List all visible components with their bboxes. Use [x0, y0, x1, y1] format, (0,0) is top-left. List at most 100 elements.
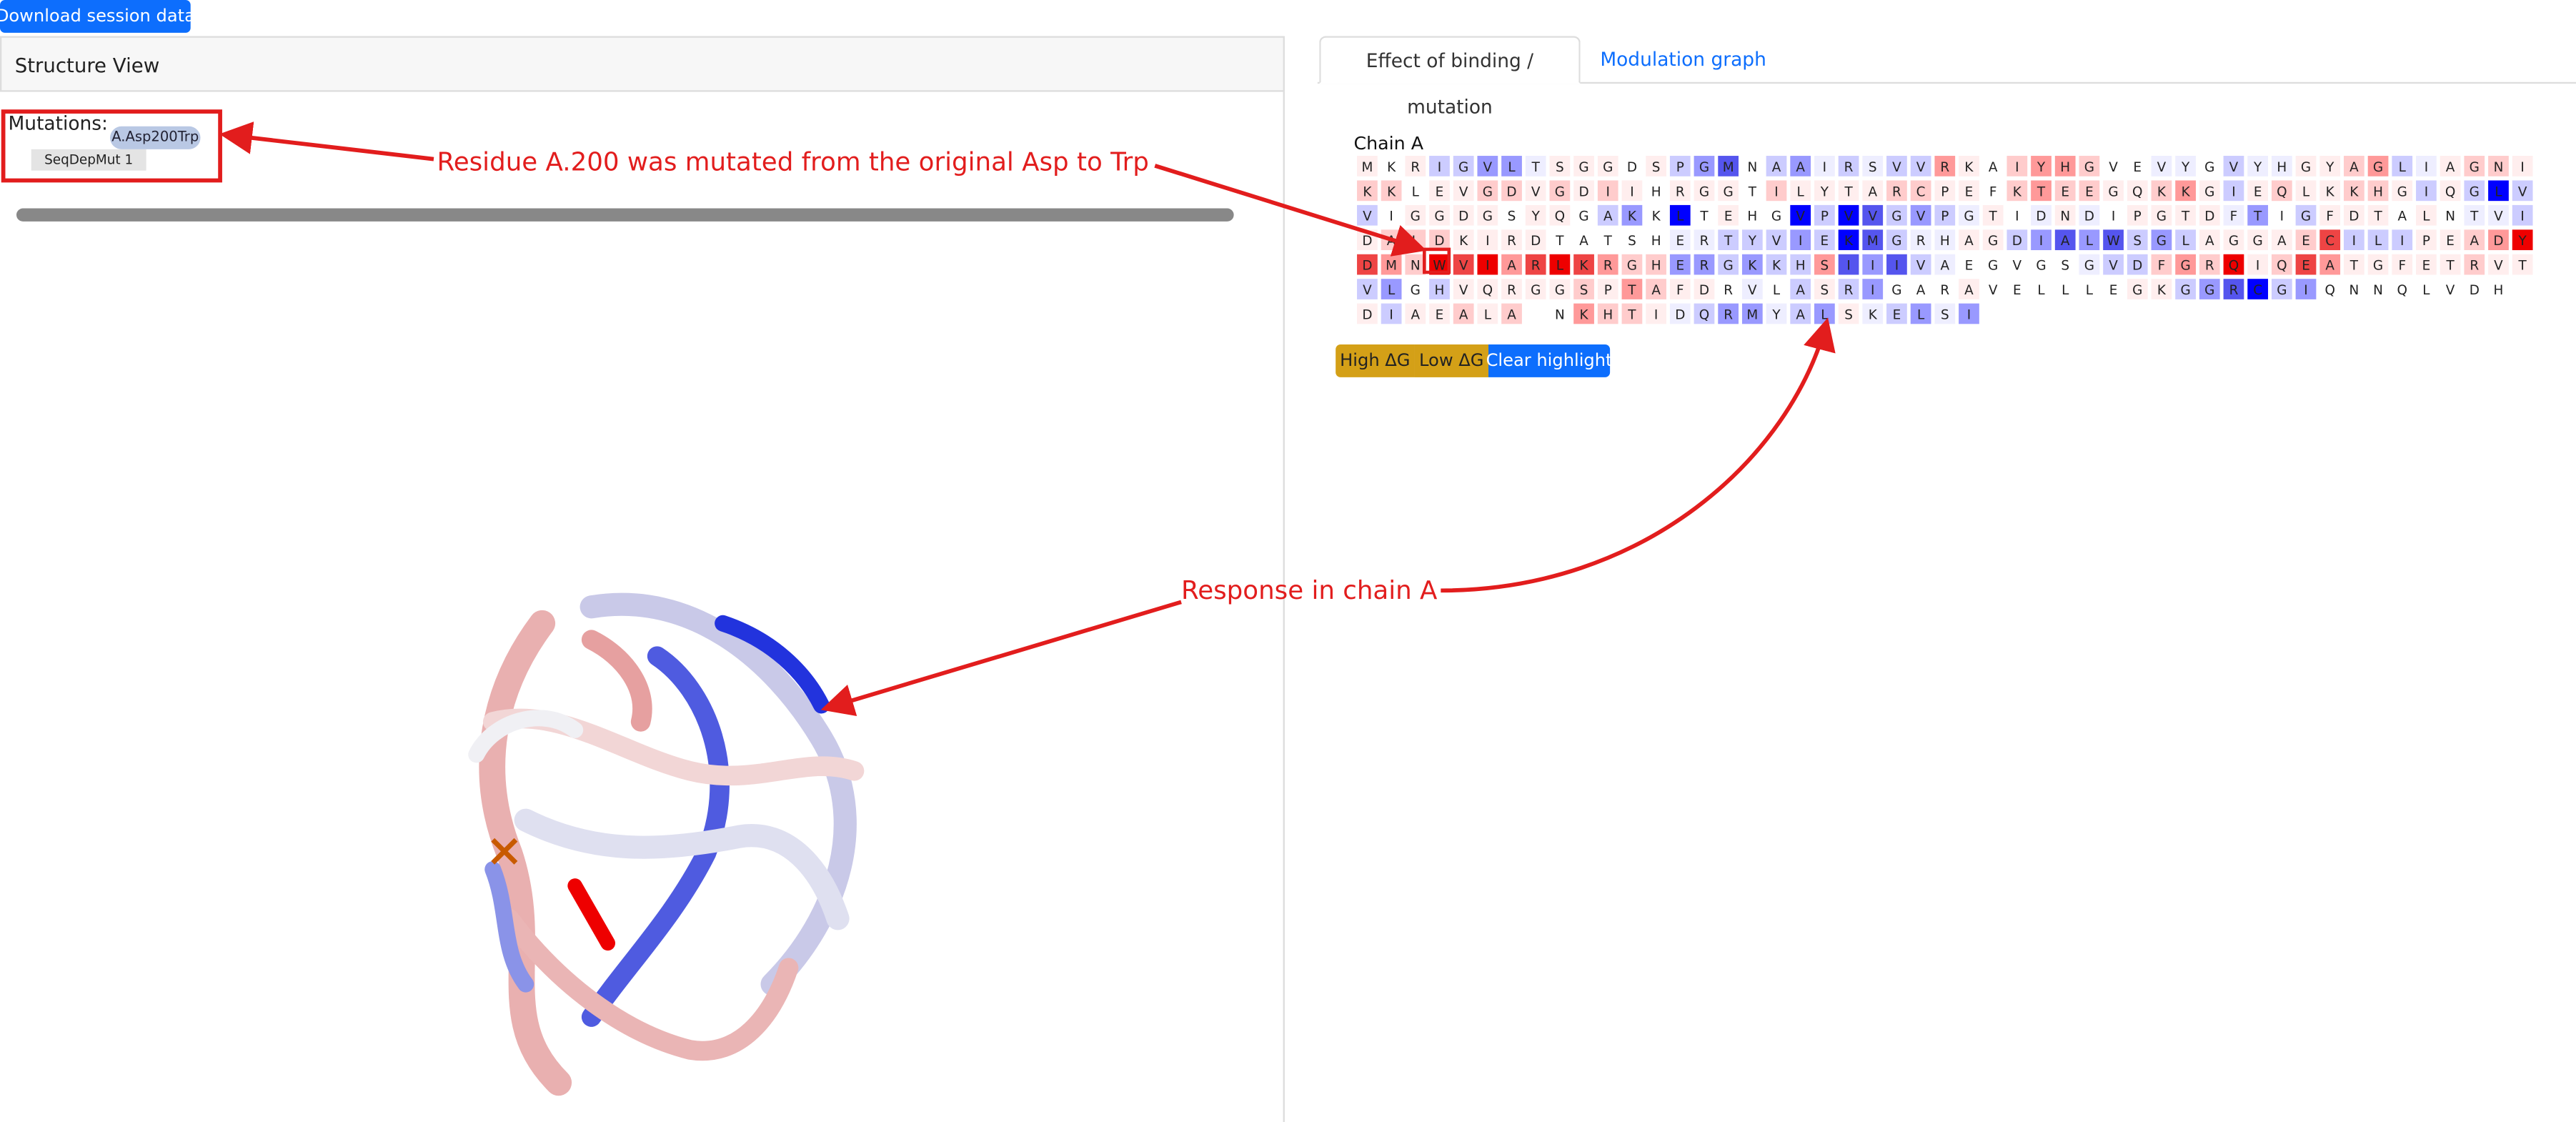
- residue-cell: [1982, 156, 2004, 177]
- residue-cell: [1934, 303, 1956, 324]
- residue-cell: [1573, 229, 1594, 251]
- residue-cell: [2127, 156, 2148, 177]
- residue-cell: [2223, 229, 2244, 251]
- residue-cell: [1814, 279, 1835, 299]
- residue-cell: [1453, 303, 1474, 324]
- residue-cell: [1910, 303, 1931, 324]
- residue-label: G: [1891, 234, 1901, 249]
- residue-label: P: [1676, 160, 1684, 175]
- tab[interactable]: Modulation graph: [1600, 47, 1766, 71]
- residue-cell: [2488, 156, 2509, 177]
- residue-label: T: [1748, 184, 1757, 199]
- residue-cell: [2392, 229, 2413, 251]
- residue-label: I: [2400, 234, 2404, 249]
- residue-cell: [2223, 204, 2244, 226]
- residue-cell: [1549, 279, 1571, 299]
- residue-label: I: [2015, 209, 2019, 224]
- residue-label: M: [1746, 307, 1758, 322]
- residue-label: A: [2205, 234, 2214, 249]
- residue-label: K: [1580, 259, 1589, 274]
- residue-label: G: [2301, 160, 2311, 175]
- residue-cell: [2512, 204, 2533, 226]
- residue-cell: [2175, 254, 2196, 275]
- residue-cell: [2175, 229, 2196, 251]
- residue-cell: [2512, 229, 2533, 251]
- residue-cell: [1862, 229, 1884, 251]
- residue-cell: [1959, 254, 1979, 275]
- residue-cell: [1573, 204, 1594, 226]
- residue-cell: [2031, 204, 2052, 226]
- residue-cell: [1886, 229, 1907, 251]
- residue-cell: [2319, 204, 2341, 226]
- residue-cell: [1718, 303, 1739, 324]
- residue-label: Y: [1531, 209, 1541, 224]
- h-scrollbar[interactable]: [16, 208, 1234, 222]
- residue-label: T: [1627, 283, 1636, 298]
- panel-header: Structure View: [0, 36, 1285, 92]
- residue-label: D: [1531, 234, 1541, 249]
- residue-label: L: [1821, 307, 1829, 322]
- residue-label: V: [1844, 209, 1854, 224]
- residue-label: Q: [2397, 283, 2407, 298]
- residue-label: V: [1483, 160, 1493, 175]
- residue-cell: [1381, 279, 1402, 299]
- residue-cell: [1910, 279, 1931, 299]
- residue-cell: [2512, 254, 2533, 275]
- residue-cell: [1646, 279, 1666, 299]
- residue-label: A: [2325, 259, 2334, 274]
- residue-label: S: [1556, 160, 1564, 175]
- residue-label: A: [1796, 160, 1805, 175]
- residue-cell: [2079, 229, 2100, 251]
- residue-cell: [2392, 156, 2413, 177]
- residue-cell: [1886, 279, 1907, 299]
- residue-cell: [1501, 180, 1522, 202]
- residue-cell: [1453, 204, 1474, 226]
- residue-cell: [1477, 156, 1498, 177]
- residue-cell: [1694, 254, 1715, 275]
- residue-label: T: [2470, 209, 2479, 224]
- residue-label: R: [1844, 160, 1854, 175]
- residue-cell: [1453, 180, 1474, 202]
- residue-cell: [2367, 279, 2389, 299]
- tab-active[interactable]: Effect of binding / mutation: [1319, 36, 1581, 118]
- residue-cell: [1766, 204, 1787, 226]
- residue-label: E: [2422, 259, 2431, 274]
- residue-cell: [2440, 204, 2461, 226]
- residue-cell: [1862, 279, 1884, 299]
- residue-label: T: [2373, 209, 2382, 224]
- residue-cell: [1718, 229, 1739, 251]
- residue-label: T: [2181, 209, 2190, 224]
- residue-label: K: [2349, 184, 2359, 199]
- residue-label: S: [1821, 283, 1829, 298]
- residue-label: V: [1531, 184, 1541, 199]
- residue-label: I: [2015, 160, 2019, 175]
- residue-cell: [1453, 254, 1474, 275]
- residue-label: R: [1676, 184, 1685, 199]
- residue-label: G: [2132, 283, 2142, 298]
- residue-cell: [2054, 180, 2076, 202]
- residue-cell: [2512, 180, 2533, 202]
- residue-label: V: [2013, 259, 2022, 274]
- residue-cell: [2295, 254, 2317, 275]
- residue-cell: [1790, 156, 1811, 177]
- residue-cell: [1862, 303, 1884, 324]
- residue-cell: [1982, 279, 2004, 299]
- residue-cell: [2006, 279, 2028, 299]
- residue-cell: [1549, 204, 1571, 226]
- residue-label: P: [2134, 209, 2142, 224]
- residue-label: G: [1891, 209, 1901, 224]
- residue-cell: [1646, 204, 1666, 226]
- residue-cell: [2440, 279, 2461, 299]
- residue-label: G: [2180, 259, 2190, 274]
- residue-label: D: [1675, 307, 1685, 322]
- residue-label: G: [1988, 259, 1998, 274]
- download-button[interactable]: Download session data: [0, 0, 195, 33]
- residue-cell: [2175, 204, 2196, 226]
- residue-label: I: [1895, 259, 1899, 274]
- residue-label: R: [1507, 283, 1516, 298]
- residue-label: G: [1555, 184, 1565, 199]
- residue-label: D: [1699, 283, 1709, 298]
- residue-label: L: [2422, 209, 2430, 224]
- high-dg-button[interactable]: High ΔG: [1336, 344, 1415, 377]
- residue-label: E: [2085, 184, 2094, 199]
